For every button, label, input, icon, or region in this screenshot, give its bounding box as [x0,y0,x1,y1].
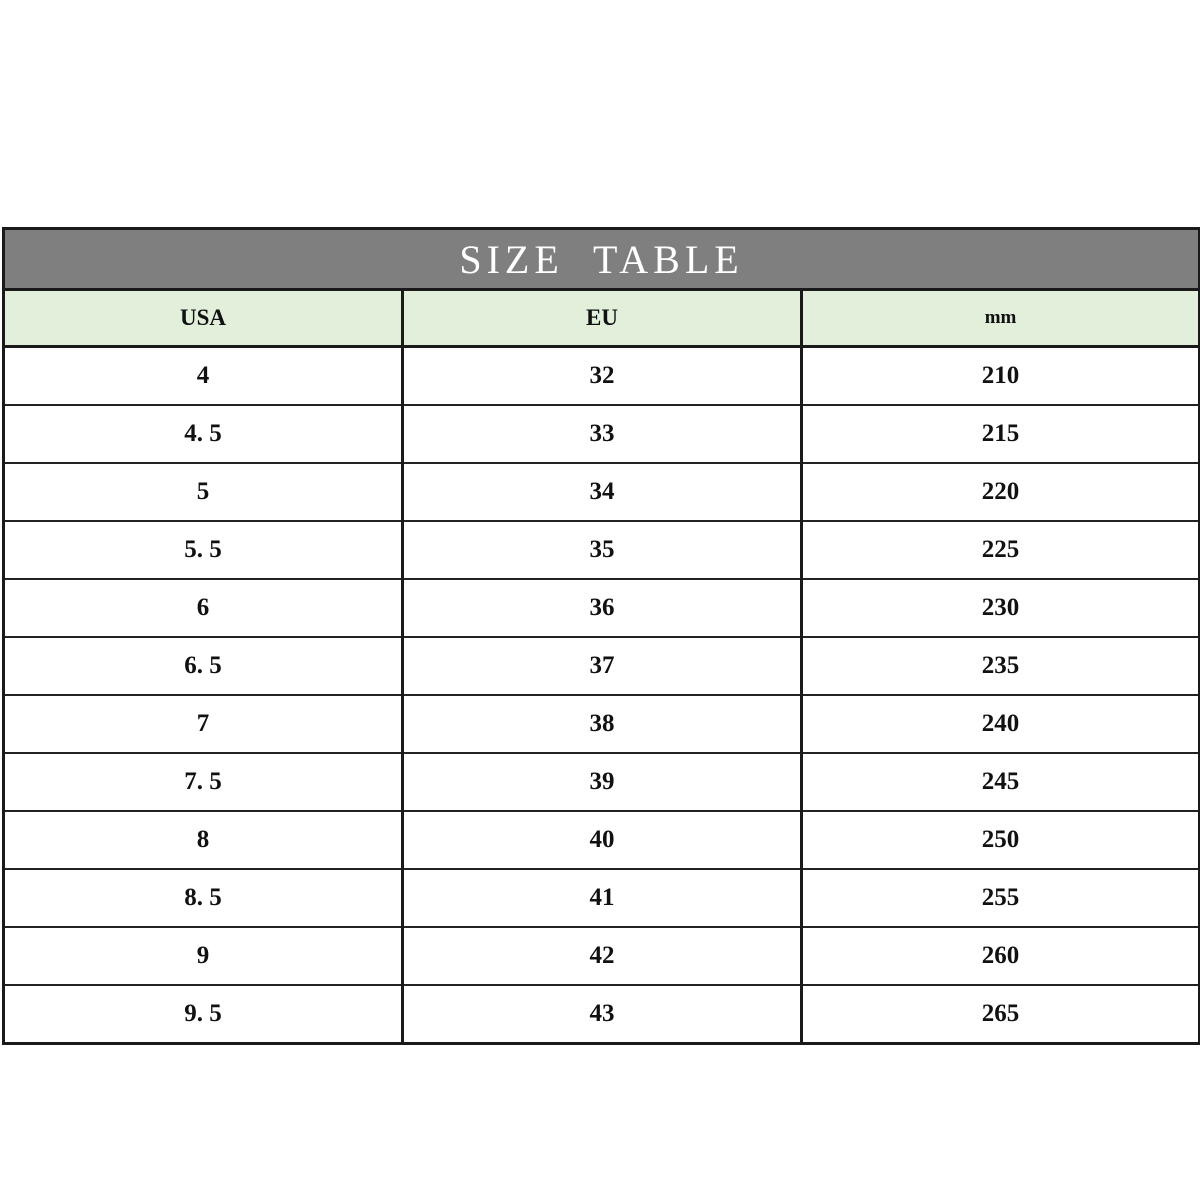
column-header-row: USA EU mm [3,289,1200,348]
table-body: 4 32 210 4. 5 33 215 5 34 220 5. 5 35 225 6 36 230 6. 5… [3,346,1200,1044]
table-row: 7. 5 39 245 [3,753,1200,812]
cell-eu: 41 [402,869,803,928]
table-row: 6. 5 37 235 [3,637,1200,696]
cell-eu: 40 [402,811,803,870]
cell-eu: 33 [402,405,803,464]
table-row: 8 40 250 [3,811,1200,870]
cell-usa: 7 [3,695,404,754]
table-row: 4 32 210 [3,346,1200,406]
cell-mm: 230 [801,579,1200,638]
cell-mm: 220 [801,463,1200,522]
cell-mm: 240 [801,695,1200,754]
cell-mm: 245 [801,753,1200,812]
table-row: 4. 5 33 215 [3,405,1200,464]
cell-eu: 39 [402,753,803,812]
cell-mm: 210 [801,346,1200,406]
cell-usa: 4 [3,346,404,406]
cell-eu: 34 [402,463,803,522]
cell-usa: 7. 5 [3,753,404,812]
size-table: SIZE TABLE USA EU mm 4 32 210 4. 5 33 215 5 34 2… [2,227,1200,1045]
table-row: 9. 5 43 265 [3,985,1200,1044]
table-row: 6 36 230 [3,579,1200,638]
cell-mm: 225 [801,521,1200,580]
cell-mm: 215 [801,405,1200,464]
cell-usa: 8 [3,811,404,870]
column-header-usa: USA [3,289,404,348]
cell-usa: 6 [3,579,404,638]
cell-mm: 235 [801,637,1200,696]
table-title: SIZE TABLE [3,228,1200,291]
table-row: 5. 5 35 225 [3,521,1200,580]
table-row: 8. 5 41 255 [3,869,1200,928]
cell-eu: 35 [402,521,803,580]
table-head: SIZE TABLE USA EU mm [3,228,1200,348]
cell-eu: 38 [402,695,803,754]
cell-mm: 250 [801,811,1200,870]
cell-eu: 37 [402,637,803,696]
cell-usa: 5 [3,463,404,522]
cell-mm: 265 [801,985,1200,1044]
cell-mm: 255 [801,869,1200,928]
cell-usa: 9 [3,927,404,986]
cell-eu: 32 [402,346,803,406]
cell-mm: 260 [801,927,1200,986]
cell-eu: 43 [402,985,803,1044]
cell-eu: 36 [402,579,803,638]
cell-usa: 5. 5 [3,521,404,580]
table-row: 5 34 220 [3,463,1200,522]
cell-usa: 9. 5 [3,985,404,1044]
cell-usa: 4. 5 [3,405,404,464]
table-row: 9 42 260 [3,927,1200,986]
title-row: SIZE TABLE [3,228,1200,291]
table-row: 7 38 240 [3,695,1200,754]
cell-usa: 8. 5 [3,869,404,928]
column-header-mm: mm [801,289,1200,348]
cell-eu: 42 [402,927,803,986]
cell-usa: 6. 5 [3,637,404,696]
column-header-eu: EU [402,289,803,348]
